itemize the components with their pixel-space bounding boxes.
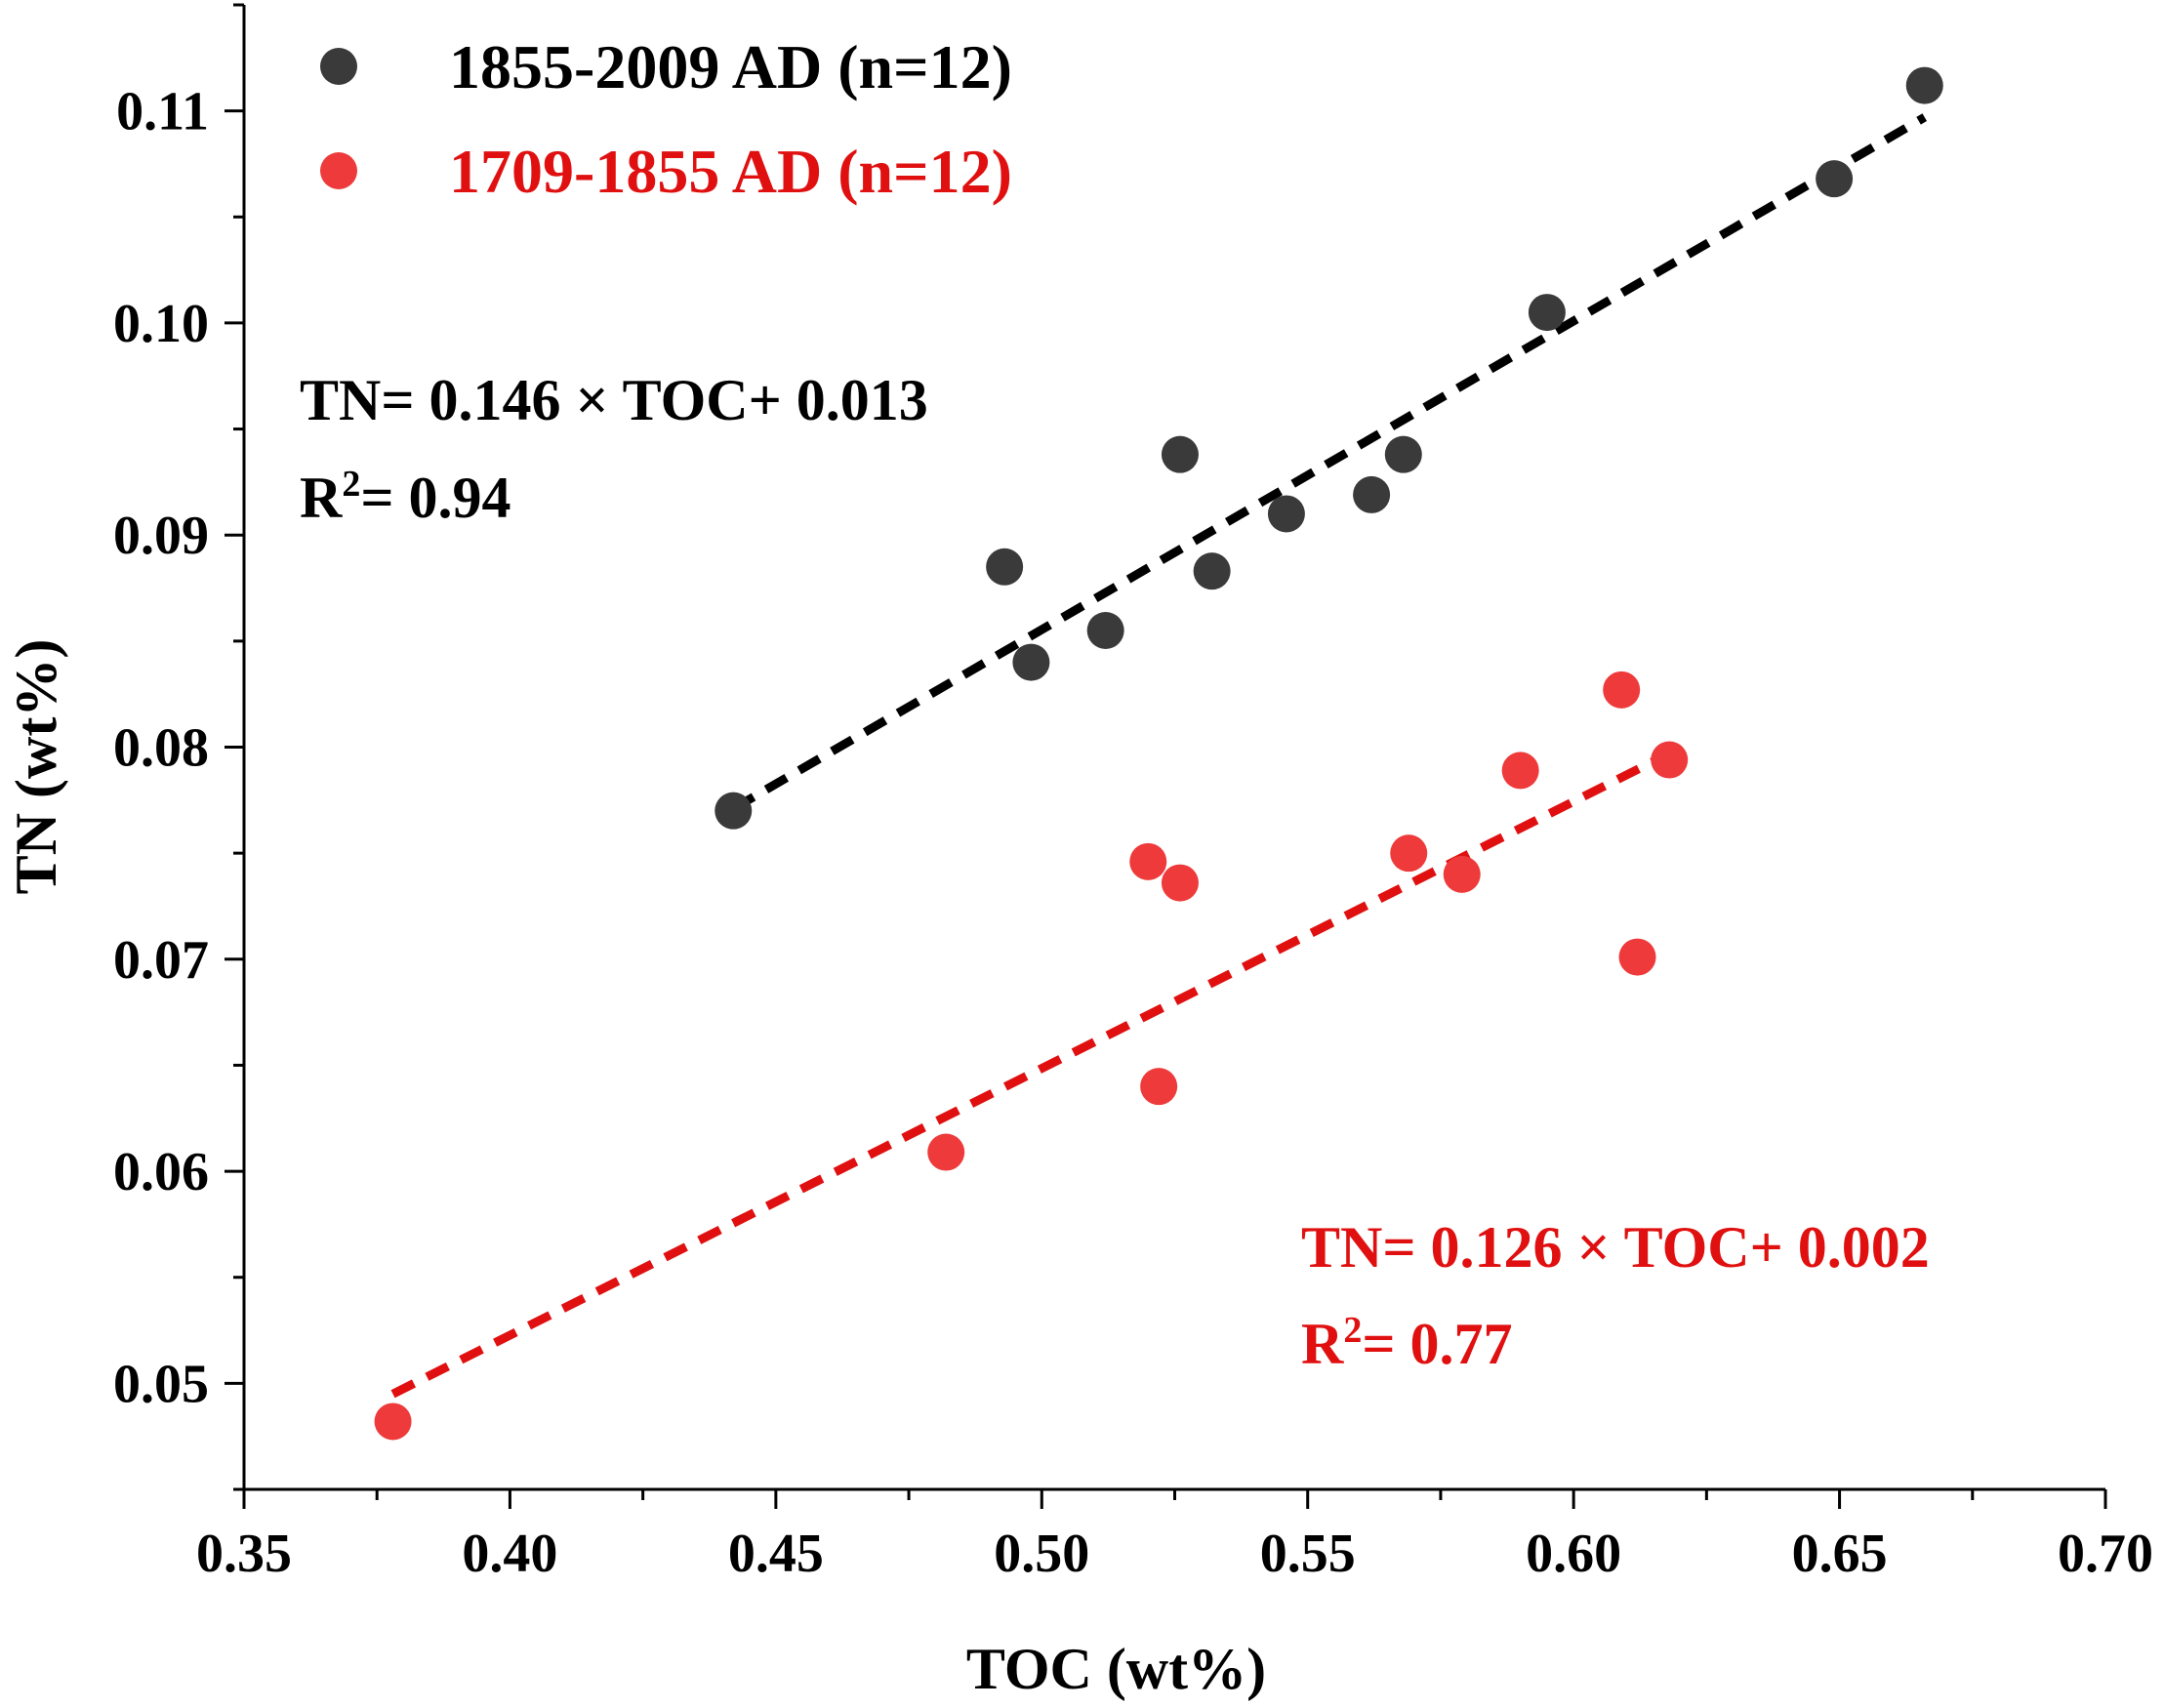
fit-line (731, 113, 1928, 813)
x-tick-label: 0.60 (1526, 1524, 1621, 1584)
data-point (1012, 643, 1050, 681)
data-point (1816, 160, 1854, 198)
r-squared-label: R (1301, 1312, 1344, 1376)
data-point (715, 792, 753, 830)
y-tick-label: 0.11 (116, 82, 209, 142)
y-tick-label: 0.05 (113, 1354, 209, 1414)
r-squared: R2= 0.94 (300, 464, 511, 530)
fit-line (390, 749, 1672, 1399)
r-squared: R2= 0.77 (1301, 1310, 1513, 1376)
r-squared-value: = 0.77 (1362, 1312, 1512, 1376)
data-point (1161, 864, 1199, 902)
r-squared-value: = 0.94 (360, 466, 510, 530)
data-point (1086, 611, 1124, 649)
data-point (1161, 435, 1199, 473)
legend: 1855-2009 AD (n=12) 1709-1855 AD (n=12) (320, 32, 1012, 206)
legend-marker (320, 152, 357, 189)
y-tick-label: 0.06 (113, 1142, 209, 1202)
x-tick-label: 0.65 (1792, 1524, 1888, 1584)
r-squared-label: R (300, 466, 343, 530)
data-point (1603, 671, 1641, 709)
data-point (1905, 66, 1943, 104)
regression-equation: TN= 0.146 × TOC+ 0.013 (300, 368, 928, 432)
y-tick-label: 0.10 (113, 294, 209, 354)
data-point (1140, 1068, 1178, 1106)
data-points (374, 66, 1943, 1441)
r-squared-superscript: 2 (1343, 1310, 1362, 1351)
x-tick-label: 0.50 (994, 1524, 1089, 1584)
y-axis-title: TN (wt%) (4, 639, 68, 895)
x-tick-label: 0.55 (1260, 1524, 1356, 1584)
fit-lines (390, 113, 1928, 1399)
x-tick-label: 0.35 (196, 1524, 292, 1584)
data-point (1353, 475, 1391, 513)
axes: 0.35 0.40 0.45 0.50 0.55 0.60 0.65 0.70 0.05 0.06… (4, 3, 2153, 1701)
data-point (1618, 938, 1656, 976)
data-point (927, 1133, 965, 1171)
regression-equation: TN= 0.126 × TOC+ 0.002 (1301, 1215, 1930, 1280)
data-point (1390, 834, 1428, 873)
legend-label: 1709-1855 AD (n=12) (449, 137, 1012, 206)
data-point (1443, 855, 1481, 893)
r-squared-superscript: 2 (342, 464, 360, 505)
data-point (1651, 741, 1689, 779)
y-tick-label: 0.08 (113, 718, 209, 779)
data-point (1528, 294, 1566, 332)
data-point (986, 548, 1024, 586)
data-point (1129, 842, 1167, 880)
data-point (1501, 752, 1539, 790)
data-point (1267, 495, 1305, 533)
legend-marker (320, 48, 357, 85)
data-point (1384, 435, 1422, 473)
y-tick-label: 0.07 (113, 930, 209, 991)
data-point (374, 1403, 412, 1441)
x-tick-label: 0.40 (462, 1524, 557, 1584)
x-tick-label: 0.70 (2058, 1524, 2153, 1584)
x-axis-title: TOC (wt%) (966, 1637, 1266, 1701)
x-tick-label: 0.45 (728, 1524, 824, 1584)
legend-label: 1855-2009 AD (n=12) (449, 32, 1012, 102)
y-tick-label: 0.09 (113, 506, 209, 566)
data-point (1193, 552, 1231, 590)
